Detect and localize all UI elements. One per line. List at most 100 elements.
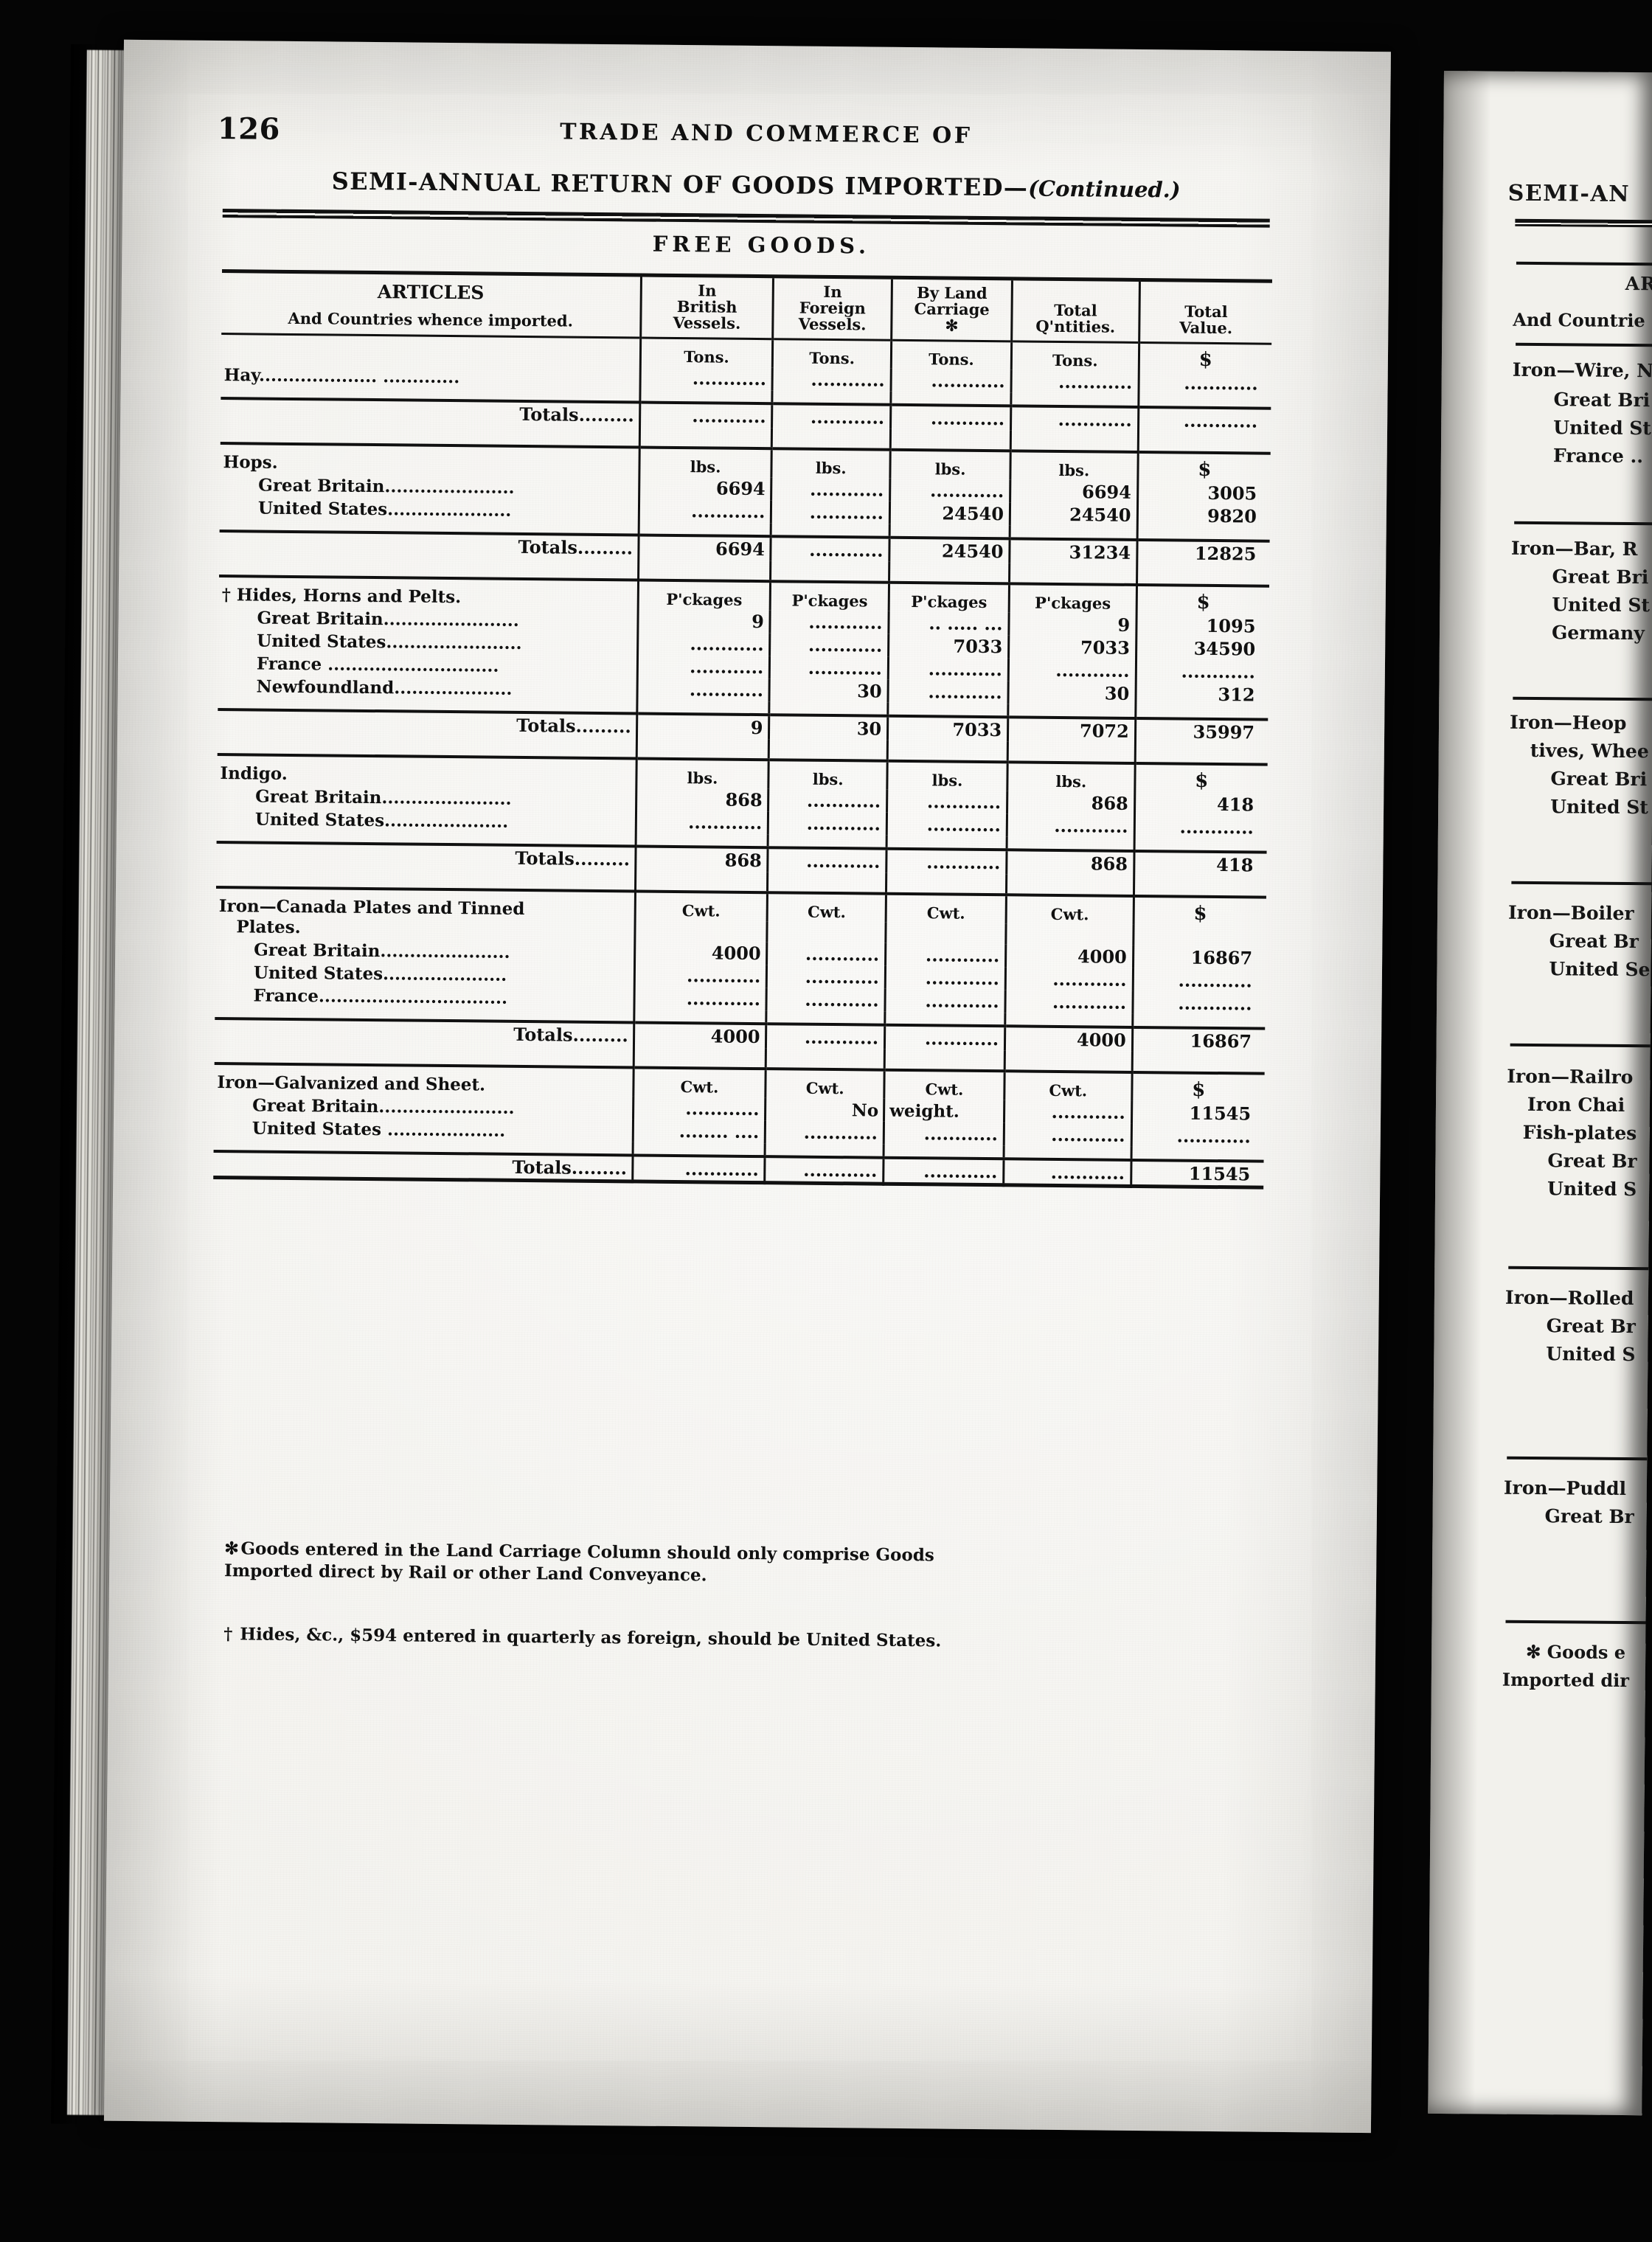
hops-unit-totalq: lbs. [1010,451,1138,482]
footnote-dagger: † Hides, &c., $594 entered in quarterly a… [223,1623,1241,1656]
header-foreign-vessels: In Foreign Vessels. [773,276,892,341]
indigo-totals-foreign: ............ [768,847,887,873]
hides-country-newfoundland: Newfoundland.................... [256,676,513,699]
ironcanada-us-foreign: ............ [766,965,886,989]
hides-nf-foreign: 30 [769,678,889,703]
irongalv-us-british: ........ .... [632,1119,766,1144]
irongalv-unit-value: $ [1131,1072,1265,1103]
ironcanada-gb-value: 16867 [1133,945,1266,970]
header-total-quantities: Total Q'ntities. [1011,278,1140,343]
header-british-l3: Vessels. [673,313,741,333]
indigo-totals-british: 868 [635,846,768,872]
irongalv-unit-totalq: Cwt. [1004,1071,1132,1102]
rp-line-26: Imported dir [1502,1668,1630,1692]
indigo-gb-foreign: ............ [768,788,887,813]
indigo-totals-value: 418 [1134,851,1267,877]
rp-line-19: United S [1547,1178,1637,1201]
indigo-gb-totalq: 868 [1007,791,1135,816]
spacer-cell [771,428,891,450]
ironcanada-gb-british: 4000 [634,940,768,965]
rp-rule-7 [1508,1266,1652,1271]
ironcanada-totals-totalq: 4000 [1004,1026,1133,1052]
rp-line-6: United St [1552,594,1651,617]
hay-totalq: ............ [1011,369,1139,395]
hides-us-british: ............ [637,631,771,656]
spacer-cell [639,389,773,404]
hay-article-name: Hay.................... ............. [223,365,460,388]
irongalv-unit-land: Cwt. [884,1069,1005,1100]
hides-fr-foreign: ............ [769,656,889,680]
rp-line-16: Iron Chai [1527,1093,1625,1116]
hops-unit-british: lbs. [639,447,772,478]
rp-line-8: Iron—Heop [1509,711,1627,734]
irongalv-totals-value: 11545 [1131,1160,1264,1188]
page-sheet: 126 TRADE AND COMMERCE OF SEMI-ANNUAL RE… [104,40,1391,2133]
spacer-cell [1131,1052,1265,1074]
asterisk-icon: ✻ [224,1538,239,1559]
hay-unit-british: Tons. [639,338,774,368]
irongalv-gb-british: ............ [633,1096,766,1121]
rp-countries: And Countrie [1513,308,1645,332]
rp-line-14: United Se [1549,958,1651,981]
rp-line-17: Fish-plates [1522,1121,1637,1145]
footnote-asterisk-line2: Imported direct by Rail or other Land Co… [223,1561,707,1586]
hay-land: ............ [891,368,1012,393]
indigo-us-foreign: ............ [768,811,887,836]
spacer-cell [635,833,768,848]
irongalv-article-name: Iron—Galvanized and Sheet. [214,1063,634,1097]
hay-totals-value: ............ [1138,407,1271,433]
indigo-us-value: ............ [1134,815,1268,839]
rp-line-18: Great Br [1547,1150,1637,1173]
hops-totals-totalq: 31234 [1009,538,1137,565]
rp-line-21: Great Br [1546,1315,1636,1338]
hay-totals-totalq: ............ [1010,406,1139,432]
hops-totals-label: Totals......... [219,531,639,560]
irongalv-totals-totalq: ............ [1003,1159,1131,1187]
hides-gb-foreign: ............ [770,610,889,634]
indigo-gb-land: ............ [886,789,1007,814]
spacer-cell [767,921,886,943]
rp-line-2: United St [1553,417,1652,440]
ironcanada-totals-value: 16867 [1132,1027,1266,1053]
header-articles-sub: And Countries whence imported. [288,308,574,330]
hides-totals-foreign: 30 [768,715,888,740]
hides-article-name: † Hides, Horns and Pelts. [218,576,639,609]
hides-fr-british: ............ [636,654,771,679]
hay-unit-land: Tons. [891,340,1012,370]
rp-rule-3 [1514,521,1652,526]
hides-nf-land: ............ [888,679,1009,704]
dagger-icon: † [223,1624,233,1645]
rp-rule-9 [1505,1620,1652,1625]
spacer-cell [636,738,769,760]
rp-line-7: Germany [1551,622,1645,645]
hay-blank [221,333,641,367]
spacer-cell [1135,705,1268,720]
hops-us-land: 24540 [889,501,1010,526]
hides-nf-british: ............ [636,677,770,702]
spacer-cell [1007,704,1136,719]
spacer-cell [1009,563,1137,586]
hides-us-foreign: ............ [770,633,889,657]
indigo-us-british: ............ [635,810,768,835]
irongalv-totals-british: ............ [632,1155,766,1183]
hay-totals-british: ............ [639,402,773,428]
irongalv-us-foreign: ............ [765,1120,884,1145]
hay-unit-totalq: Tons. [1011,341,1139,372]
spacer-cell [1010,392,1139,408]
spacer-cell [1005,923,1134,946]
spacer-cell [1134,875,1267,898]
spacer-cell [886,872,1007,895]
spacer-cell [1134,743,1268,765]
hides-fr-land: ............ [888,656,1009,681]
spacer-cell [887,740,1008,763]
hides-gb-totalq: 9 [1008,612,1136,637]
hides-us-land: 7033 [888,634,1009,659]
hops-unit-value: $ [1137,452,1271,482]
spacer-cell [884,1144,1004,1159]
rp-rule-8 [1507,1456,1652,1461]
ironcanada-us-totalq: ............ [1005,967,1134,992]
hay-unit-foreign: Tons. [772,339,892,369]
rp-line-12: Iron—Boiler [1507,901,1634,925]
indigo-unit-value: $ [1134,763,1268,794]
